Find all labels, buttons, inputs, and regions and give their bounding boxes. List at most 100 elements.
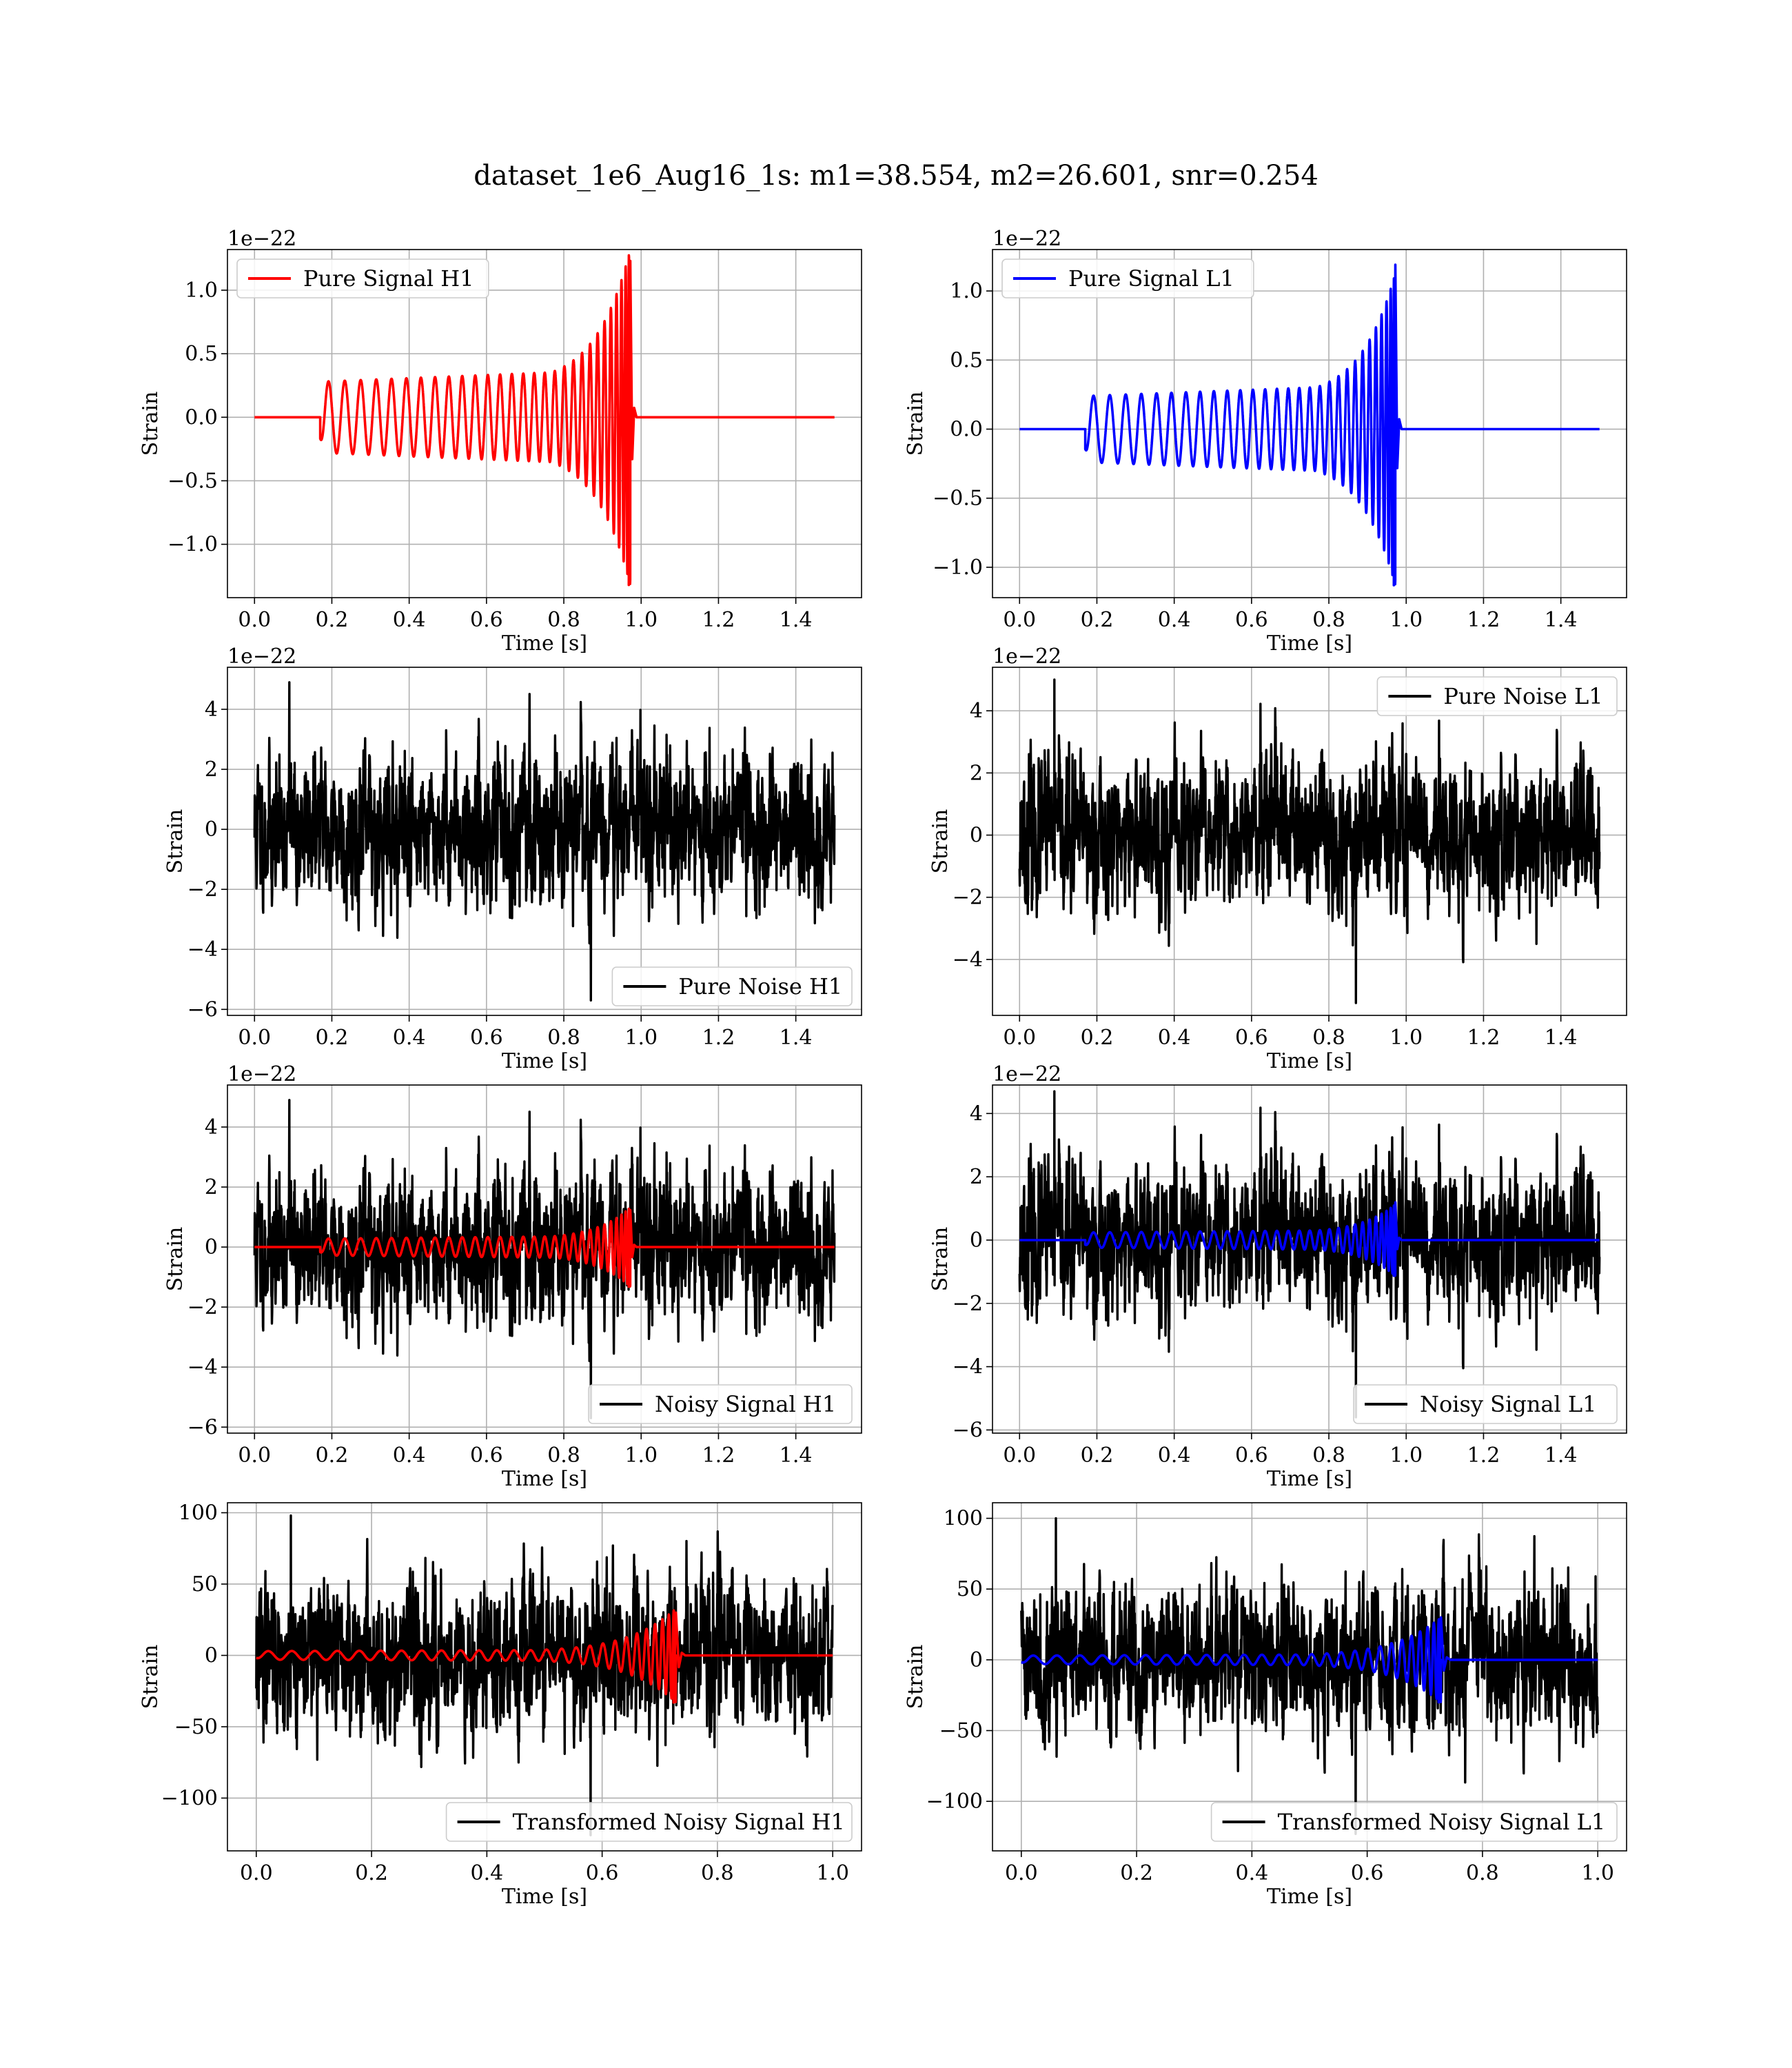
transformed-noisy-signal-h1-legend: Transformed Noisy Signal H1 — [445, 1802, 853, 1842]
x-tick-label: 0.8 — [547, 608, 580, 632]
noisy-signal-h1-series-line-0 — [253, 1099, 836, 1419]
pure-signal-l1-axes: 0.0 0.2 0.4 0.6 0.8 1.0 1.2 1.4 −1.0 −0.5 0.0 0.5 1.… — [904, 227, 1627, 656]
legend-frame — [1210, 1802, 1618, 1842]
transformed-noisy-signal-l1-legend: Transformed Noisy Signal L1 — [1210, 1802, 1618, 1842]
x-tick-label: 0.8 — [547, 1443, 580, 1468]
pure-noise-l1-plot-area — [1018, 678, 1601, 1004]
x-tick-label: 0.0 — [1005, 1861, 1038, 1885]
y-tick-label: 2 — [205, 758, 218, 782]
transformed-noisy-signal-l1-frame — [992, 1502, 1627, 1852]
x-tick-label: 0.4 — [1158, 1026, 1191, 1050]
y-tick-label: 1.0 — [185, 278, 218, 303]
y-tick-label: −4 — [953, 948, 983, 972]
transformed-noisy-signal-h1-series-line-1 — [255, 1609, 833, 1704]
x-tick-label: 0.2 — [355, 1861, 388, 1885]
x-tick-label: 0.8 — [701, 1861, 734, 1885]
legend-label: Pure Noise L1 — [1443, 683, 1602, 709]
x-tick-label: 0.2 — [316, 1443, 349, 1468]
pure-noise-l1-offset-text: 1e−22 — [992, 645, 1061, 669]
x-tick-label: 0.0 — [240, 1861, 273, 1885]
legend-label: Transformed Noisy Signal L1 — [1278, 1809, 1606, 1835]
pure-signal-l1-x-axis-label: Time [s] — [1267, 631, 1352, 656]
x-tick-label: 1.2 — [702, 1026, 735, 1050]
x-tick-label: 0.6 — [1235, 1026, 1268, 1050]
legend-frame — [611, 966, 853, 1006]
y-tick-label: −0.5 — [167, 469, 218, 493]
y-tick-label: 4 — [970, 699, 983, 723]
noisy-signal-h1-x-axis-label: Time [s] — [502, 1467, 587, 1491]
y-tick-label: 50 — [192, 1572, 218, 1596]
x-tick-label: 0.4 — [393, 1026, 426, 1050]
y-tick-label: −1.0 — [933, 556, 983, 580]
noisy-signal-h1-plot-area — [253, 1099, 836, 1419]
x-tick-label: 0.4 — [393, 1443, 426, 1468]
y-tick-label: 1.0 — [950, 279, 983, 303]
x-tick-label: 1.0 — [1581, 1861, 1614, 1885]
x-tick-label: 1.2 — [1467, 608, 1500, 632]
x-tick-label: 0.0 — [1003, 1026, 1036, 1050]
pure-signal-l1-grid — [992, 250, 1627, 598]
y-tick-label: −0.5 — [933, 487, 983, 511]
y-tick-label: 4 — [205, 1115, 218, 1139]
x-tick-label: 0.6 — [470, 1443, 503, 1468]
transformed-noisy-signal-l1-x-axis-label: Time [s] — [1267, 1885, 1352, 1909]
transformed-noisy-signal-h1-plot-area — [255, 1514, 834, 1836]
x-tick-label: 0.2 — [1081, 1026, 1114, 1050]
noisy-signal-h1-axes: 0.0 0.2 0.4 0.6 0.8 1.0 1.2 1.4 −6 −4 −2 0 2 4 Time [s… — [163, 1062, 862, 1491]
pure-signal-l1-y-axis-label: Strain — [904, 392, 928, 456]
x-tick-label: 1.4 — [1545, 1443, 1578, 1468]
noisy-signal-h1-y-axis-label: Strain — [163, 1227, 187, 1292]
y-tick-label: 2 — [970, 761, 983, 785]
x-tick-label: 1.4 — [1545, 1026, 1578, 1050]
x-tick-label: 0.6 — [1235, 1443, 1268, 1468]
legend-label: Pure Noise H1 — [678, 973, 842, 1000]
x-tick-label: 0.6 — [1235, 608, 1268, 632]
x-tick-label: 0.2 — [1081, 608, 1114, 632]
y-tick-label: −6 — [953, 1418, 983, 1442]
x-tick-label: 0.6 — [470, 608, 503, 632]
noisy-signal-h1-legend: Noisy Signal H1 — [588, 1384, 853, 1424]
transformed-noisy-signal-h1-axes: 0.0 0.2 0.4 0.6 0.8 1.0 −100 −50 0 50 100 Time [s] S… — [139, 1501, 862, 1909]
subplot-grid: 0.0 0.2 0.4 0.6 0.8 1.0 1.2 1.4 −1.0 −0.5 0.0 0.5 1.… — [139, 227, 1627, 1909]
transformed-noisy-signal-h1-series-line-0 — [255, 1514, 834, 1836]
y-tick-label: 4 — [970, 1102, 983, 1126]
x-tick-label: 1.4 — [780, 608, 813, 632]
x-tick-label: 1.4 — [780, 1443, 813, 1468]
noisy-signal-l1-series-line-0 — [1018, 1090, 1601, 1419]
y-tick-label: 0 — [205, 1643, 218, 1667]
x-tick-label: 0.0 — [238, 1443, 271, 1468]
x-tick-label: 1.0 — [1389, 608, 1423, 632]
transformed-noisy-signal-h1-y-axis-label: Strain — [139, 1645, 163, 1710]
noisy-signal-l1-offset-text: 1e−22 — [992, 1062, 1061, 1086]
y-tick-label: −2 — [953, 886, 983, 910]
pure-noise-l1-legend: Pure Noise L1 — [1376, 676, 1618, 716]
transformed-noisy-signal-l1-axes: 0.0 0.2 0.4 0.6 0.8 1.0 −100 −50 0 50 100 Time [s] S… — [904, 1502, 1627, 1909]
transformed-noisy-signal-h1-frame — [227, 1502, 862, 1852]
x-tick-label: 0.0 — [238, 1026, 271, 1050]
y-tick-label: 100 — [179, 1501, 218, 1525]
pure-noise-l1-series-line-0 — [1018, 678, 1601, 1004]
x-tick-label: 1.2 — [1467, 1443, 1500, 1468]
y-tick-label: 50 — [957, 1577, 983, 1601]
pure-signal-l1-plot-area — [1019, 263, 1600, 587]
legend-label: Transformed Noisy Signal H1 — [513, 1809, 845, 1835]
x-tick-label: 0.4 — [1158, 1443, 1191, 1468]
pure-noise-h1-plot-area — [253, 681, 836, 1002]
x-tick-label: 0.0 — [1003, 608, 1036, 632]
x-tick-label: 1.4 — [1545, 608, 1578, 632]
legend-frame — [1376, 676, 1618, 716]
pure-signal-h1-axes: 0.0 0.2 0.4 0.6 0.8 1.0 1.2 1.4 −1.0 −0.5 0.0 0.5 1.… — [139, 227, 862, 656]
x-tick-label: 0.2 — [1081, 1443, 1114, 1468]
x-tick-label: 0.6 — [1351, 1861, 1384, 1885]
pure-noise-l1-frame — [992, 667, 1627, 1016]
pure-signal-l1-legend: Pure Signal L1 — [1001, 258, 1254, 298]
x-tick-label: 0.8 — [1312, 1026, 1345, 1050]
noisy-signal-l1-plot-area — [1018, 1090, 1601, 1419]
y-tick-label: −4 — [187, 937, 218, 962]
pure-noise-h1-x-axis-label: Time [s] — [502, 1049, 587, 1073]
y-tick-label: 0 — [970, 823, 983, 847]
y-tick-label: 0.0 — [185, 405, 218, 429]
y-tick-label: 0.5 — [950, 348, 983, 372]
